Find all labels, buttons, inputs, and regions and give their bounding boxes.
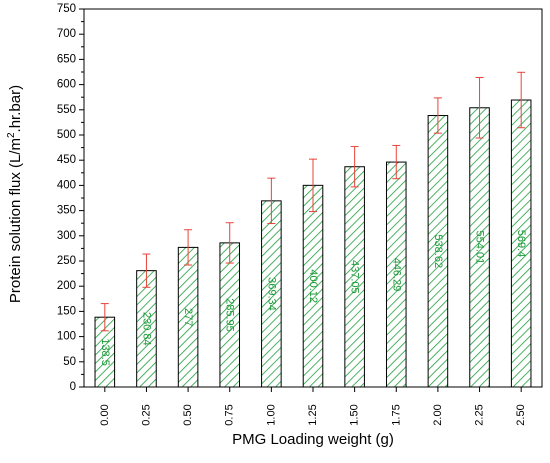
value-label: 138.5 — [99, 338, 111, 366]
error-bar — [267, 177, 276, 225]
y-tick-label: 650 — [57, 53, 76, 65]
x-tick-label: 1.00 — [265, 404, 277, 425]
value-label: 369.34 — [265, 277, 277, 311]
bars-layer — [94, 99, 532, 388]
x-axis-label: PMG Loading weight (g) — [232, 431, 394, 448]
x-tick-label: 0.75 — [224, 404, 236, 425]
value-label: 437.05 — [349, 260, 361, 294]
x-tick-label: 1.75 — [390, 404, 402, 425]
error-bar — [100, 303, 109, 332]
y-tick-label: 750 — [57, 3, 76, 15]
y-axis-label-end: .hr.bar) — [7, 85, 24, 133]
value-label: 285.95 — [224, 298, 236, 332]
y-tick-label: 300 — [57, 230, 76, 242]
value-labels-layer: 138.5 230.84 277 285.95 369.34 400.12 437.05 44… — [99, 230, 527, 366]
x-tick-label: 1.50 — [349, 404, 361, 425]
value-label: 538.62 — [432, 234, 444, 268]
y-tick-label: 550 — [57, 104, 76, 116]
error-bars-layer — [100, 71, 526, 332]
y-tick-label: 400 — [57, 179, 76, 191]
x-tick-label: 0.50 — [182, 404, 194, 425]
y-tick-label: 250 — [57, 255, 76, 267]
error-bar — [475, 77, 484, 139]
y-axis-label-main: Protein solution flux (L/m — [7, 138, 24, 303]
error-bar — [392, 144, 401, 180]
y-axis: 0 50 100 150 200 250 300 350 400 450 500 550 600 650 7… — [57, 3, 84, 393]
x-tick-label: 0.00 — [99, 404, 111, 425]
x-tick-label: 0.25 — [140, 404, 152, 425]
y-tick-label: 600 — [57, 79, 76, 91]
value-label: 277 — [182, 308, 194, 326]
error-bar — [225, 222, 234, 264]
value-label: 554.01 — [474, 231, 486, 265]
error-bar — [142, 253, 151, 288]
y-tick-label: 500 — [57, 129, 76, 141]
x-tick-label: 2.25 — [474, 404, 486, 425]
y-tick-label: 150 — [57, 305, 76, 317]
y-tick-label: 450 — [57, 154, 76, 166]
y-tick-label: 200 — [57, 280, 76, 292]
y-tick-label: 700 — [57, 28, 76, 40]
value-label: 400.12 — [307, 269, 319, 303]
y-tick-label: 350 — [57, 205, 76, 217]
x-tick-label: 1.25 — [307, 404, 319, 425]
x-tick-label: 2.50 — [515, 404, 527, 425]
y-tick-label: 100 — [57, 331, 76, 343]
error-bar — [184, 229, 193, 266]
y-axis-label: Protein solution flux (L/m2.hr.bar) — [6, 85, 24, 303]
value-label: 446.29 — [390, 258, 402, 292]
error-bar — [433, 97, 442, 134]
y-tick-label: 0 — [70, 381, 76, 393]
y-tick-label: 50 — [63, 356, 76, 368]
error-bar — [350, 146, 359, 188]
x-tick-label: 2.00 — [432, 404, 444, 425]
x-axis: 0.00 0.25 0.50 0.75 1.00 1.25 1.50 1.75 2.00 2.25… — [99, 387, 527, 426]
value-label: 569.4 — [515, 230, 527, 258]
y-axis-label-sup: 2 — [6, 132, 17, 138]
value-label: 230.84 — [140, 312, 152, 346]
error-bar — [309, 158, 317, 213]
error-bar — [517, 71, 526, 129]
